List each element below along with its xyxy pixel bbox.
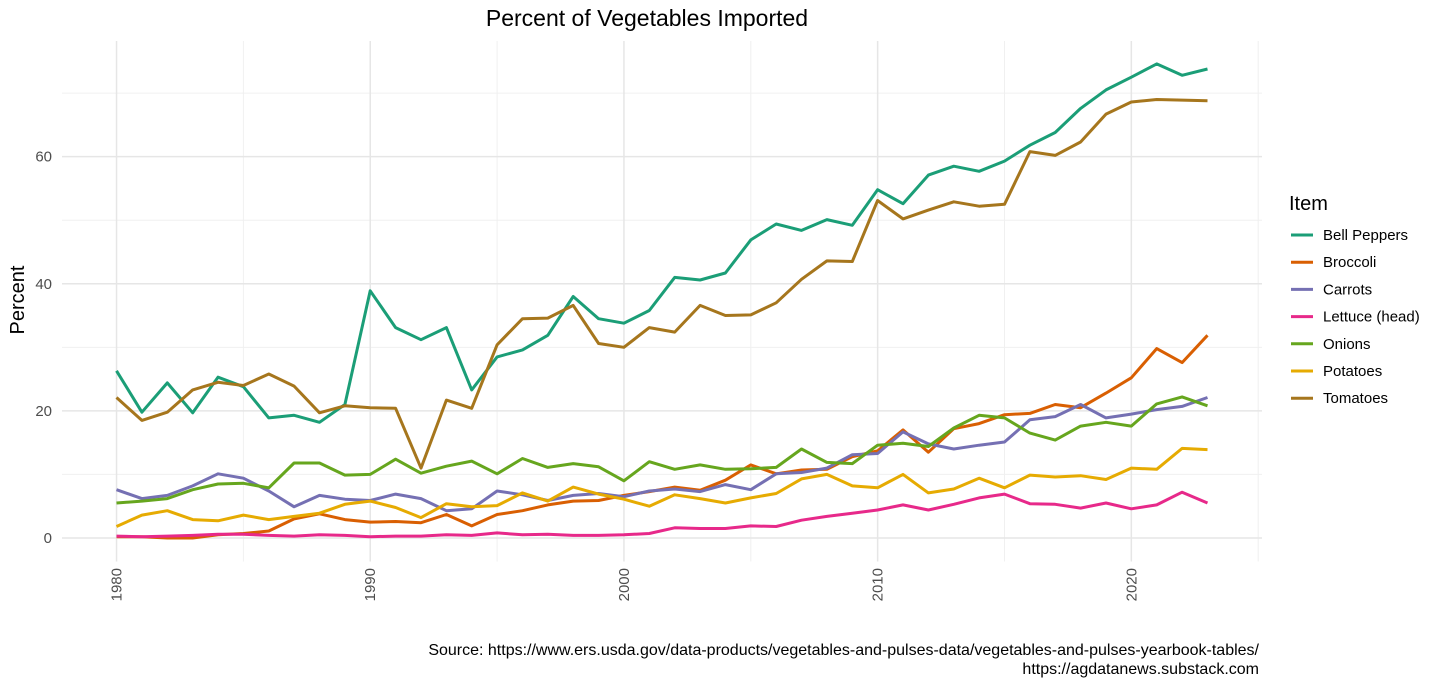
line <box>115 62 1208 424</box>
legend-label: Broccoli <box>1323 254 1376 271</box>
legend-label: Bell Peppers <box>1323 227 1408 244</box>
chart-title: Percent of Vegetables Imported <box>486 5 808 31</box>
line <box>116 490 1209 539</box>
line <box>115 446 1208 528</box>
x-tick-label: 2010 <box>870 568 887 601</box>
legend-label: Carrots <box>1323 281 1372 298</box>
line <box>115 98 1208 470</box>
x-tick-label: 2020 <box>1123 568 1140 601</box>
y-tick-label: 20 <box>35 403 52 420</box>
legend-label: Tomatoes <box>1323 390 1388 407</box>
line <box>116 395 1208 505</box>
legend-label: Onions <box>1323 336 1371 353</box>
x-tick-label: 1980 <box>109 568 126 601</box>
y-tick-label: 40 <box>35 276 52 293</box>
legend-label: Lettuce (head) <box>1323 309 1420 326</box>
legend-label: Potatoes <box>1323 363 1382 380</box>
source: Source: https://www.ers.usda.gov/data-pr… <box>428 642 1259 659</box>
line <box>116 396 1208 513</box>
y-axis-label: Percent <box>7 265 29 334</box>
x-tick-label: 1990 <box>362 568 379 601</box>
source: https://agdatanews.substack.com <box>1022 661 1259 678</box>
y-tick-label: 0 <box>44 530 52 547</box>
y-tick-label: 60 <box>35 149 52 166</box>
legend-title: Item <box>1289 193 1328 215</box>
x-tick-label: 2000 <box>616 568 633 601</box>
